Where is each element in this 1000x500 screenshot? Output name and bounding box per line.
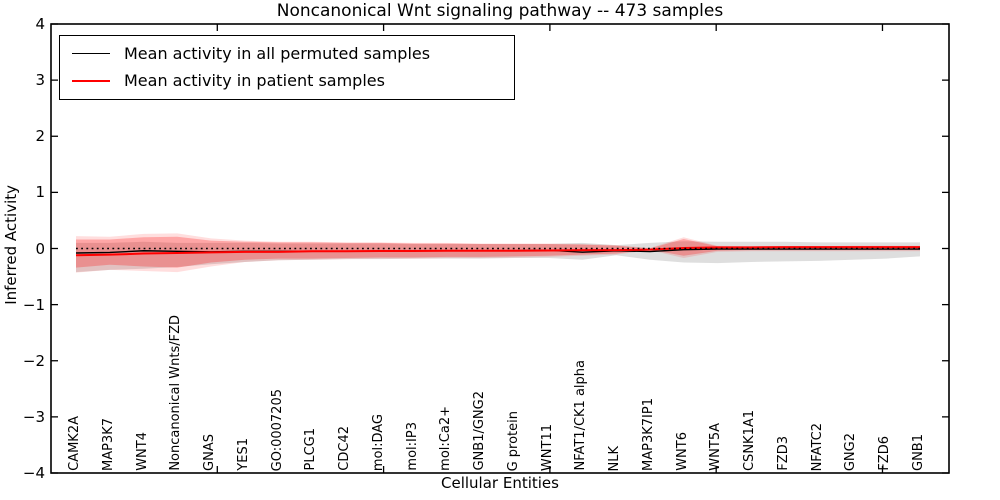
permuted-line-swatch: [72, 53, 110, 54]
y-tick-label: −1: [22, 295, 45, 314]
x-category-label: CDC42: [337, 426, 353, 471]
x-category-label: mol:IP3: [404, 422, 420, 471]
y-tick-label: 4: [35, 15, 45, 33]
patient-line-swatch: [72, 79, 110, 82]
x-category-label: WNT11: [539, 423, 555, 471]
x-category-label: GNAS: [202, 434, 218, 471]
legend-label: Mean activity in all permuted samples: [124, 44, 431, 63]
patient-mean-line: [75, 246, 920, 257]
x-category-label: FZD6: [877, 436, 893, 471]
y-tick-label: 3: [35, 71, 45, 90]
y-tick-label: 1: [35, 183, 45, 202]
x-category-label: NFATC2: [809, 422, 825, 471]
x-category-label: GNG2: [843, 432, 859, 471]
x-category-label: GO:0007205: [269, 388, 285, 471]
chart-title: Noncanonical Wnt signaling pathway -- 47…: [276, 1, 724, 21]
x-category-label: FZD3: [775, 436, 791, 471]
y-tick-label: −2: [22, 351, 45, 370]
x-category-label: GNB1/GNG2: [472, 391, 488, 471]
x-category-label: mol:DAG: [370, 413, 386, 471]
x-category-label: CAMK2A: [67, 416, 82, 471]
x-category-label: MAP3K7: [100, 417, 116, 471]
x-category-label: GNB1: [911, 434, 926, 471]
x-category-label: WNT6: [674, 432, 690, 471]
legend-entry-patient: Mean activity in patient samples: [60, 67, 514, 94]
patient-samples-outer-range-area: [76, 233, 920, 273]
legend-entry-permuted: Mean activity in all permuted samples: [60, 40, 514, 67]
patient-samples-range-area: [76, 236, 920, 268]
y-tick-label: 0: [35, 239, 45, 258]
x-category-label: PLCG1: [303, 428, 319, 471]
x-category-label: CSNK1A1: [742, 409, 758, 471]
x-category-label: YES1: [235, 438, 251, 471]
y-tick-label: 2: [35, 127, 45, 146]
x-category-label: NFAT1/CK1 alpha: [573, 360, 589, 471]
x-axis-label: Cellular Entities: [441, 474, 559, 492]
x-category-label: Noncanonical Wnts/FZD: [168, 315, 184, 471]
x-category-label: WNT5A: [708, 423, 724, 471]
x-category-label: G protein: [505, 410, 521, 471]
legend: Mean activity in all permuted samples Me…: [59, 35, 515, 100]
legend-label: Mean activity in patient samples: [124, 71, 385, 90]
x-category-label: WNT4: [134, 432, 150, 471]
x-category-label: mol:Ca2+: [438, 406, 454, 471]
x-category-label: NLK: [607, 445, 623, 472]
x-category-label: MAP3K7IP1: [640, 398, 656, 471]
y-tick-label: −3: [22, 407, 45, 426]
y-tick-label: −4: [22, 464, 45, 482]
